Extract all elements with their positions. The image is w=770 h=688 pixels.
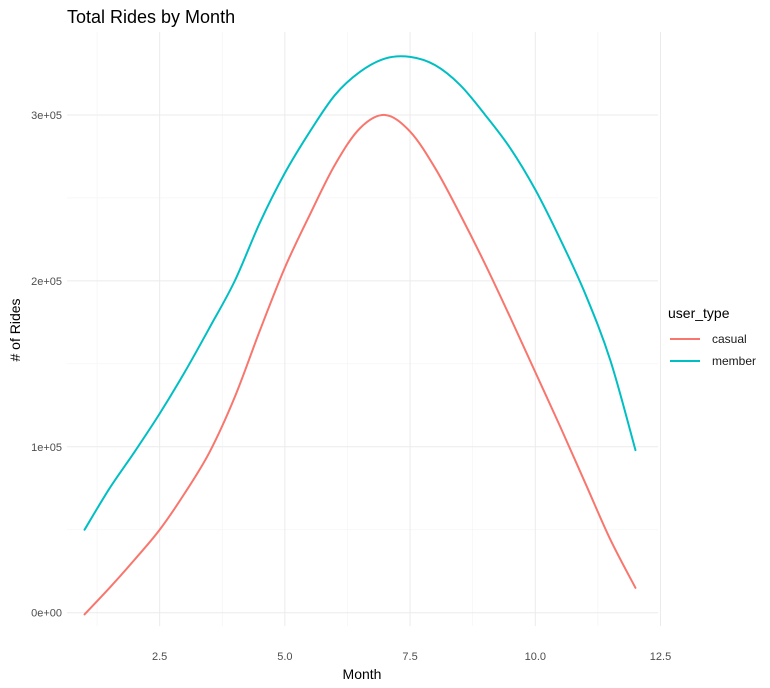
x-tick-label: 2.5	[152, 651, 167, 663]
y-tick-label: 1e+05	[31, 442, 62, 454]
legend-items: casual member	[670, 332, 756, 368]
y-tick-label: 2e+05	[31, 276, 62, 288]
y-tick-label: 0e+00	[31, 608, 62, 620]
y-axis-ticks: 0e+00 1e+05 2e+05 3e+05	[31, 110, 62, 620]
x-tick-label: 12.5	[650, 651, 671, 663]
x-axis-ticks: 2.5 5.0 7.5 10.0 12.5	[152, 651, 671, 663]
x-axis-title: Month	[343, 666, 382, 682]
legend-label-member: member	[712, 354, 756, 368]
x-tick-label: 10.0	[525, 651, 546, 663]
legend-label-casual: casual	[712, 332, 747, 346]
grid	[67, 32, 662, 626]
chart-title: Total Rides by Month	[67, 7, 235, 27]
series-line-member	[83, 55, 637, 531]
legend: user_type casual member	[668, 305, 756, 368]
series-layer	[83, 55, 637, 616]
x-tick-label: 5.0	[277, 651, 292, 663]
x-tick-label: 7.5	[402, 651, 417, 663]
y-axis-title: # of Rides	[7, 298, 23, 361]
y-tick-label: 3e+05	[31, 110, 62, 122]
legend-title: user_type	[668, 305, 730, 321]
series-line-casual	[83, 113, 637, 616]
